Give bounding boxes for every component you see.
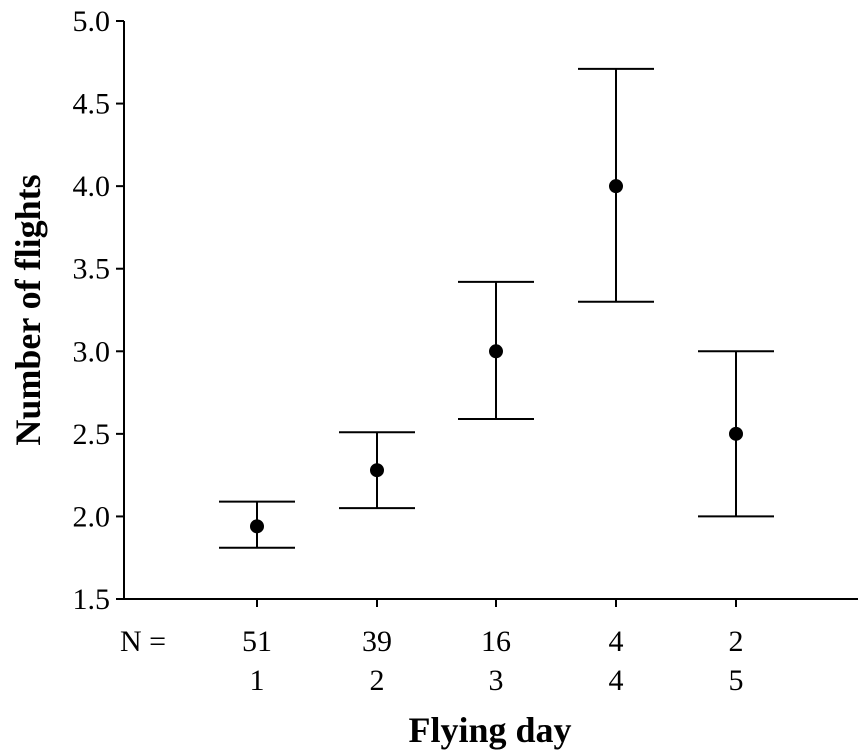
x-category-label: 2 bbox=[370, 664, 385, 697]
y-tick-label: 2.5 bbox=[73, 418, 111, 451]
mean-point bbox=[489, 344, 503, 359]
mean-point bbox=[370, 463, 384, 478]
y-axis-title: Number of flights bbox=[8, 174, 48, 445]
y-tick-label: 3.0 bbox=[73, 335, 111, 368]
y-tick-label: 5.0 bbox=[73, 5, 111, 38]
error-bar-group-day-4 bbox=[578, 67, 654, 303]
x-category-label: 4 bbox=[609, 664, 624, 697]
error-bar-group-day-5 bbox=[698, 350, 774, 518]
n-value-label: 16 bbox=[481, 625, 511, 658]
n-label: N = bbox=[120, 625, 166, 658]
n-value-label: 2 bbox=[729, 625, 744, 658]
x-category-label: 5 bbox=[729, 664, 744, 697]
n-value-label: 51 bbox=[242, 625, 272, 658]
error-bars bbox=[219, 67, 774, 549]
n-value-label: 39 bbox=[362, 625, 392, 658]
mean-point bbox=[609, 179, 623, 194]
x-axis-title: Flying day bbox=[408, 710, 571, 750]
y-tick-label: 1.5 bbox=[73, 583, 111, 616]
y-tick-label: 3.5 bbox=[73, 253, 111, 286]
mean-point bbox=[729, 426, 743, 441]
error-bar-group-day-3 bbox=[458, 280, 534, 420]
y-tick-label: 2.0 bbox=[73, 500, 111, 533]
mean-point bbox=[250, 519, 264, 534]
axes bbox=[123, 21, 858, 600]
x-category-label: 3 bbox=[489, 664, 504, 697]
x-category-label: 1 bbox=[250, 664, 265, 697]
error-bar-group-day-1 bbox=[219, 500, 295, 549]
y-tick-label: 4.5 bbox=[73, 88, 111, 121]
y-axis-ticks: 1.5 2.0 2.5 3.0 3.5 4.0 4.5 5.0 bbox=[73, 5, 124, 616]
n-value-label: 4 bbox=[609, 625, 624, 658]
y-tick-label: 4.0 bbox=[73, 170, 111, 203]
error-bar-group-day-2 bbox=[339, 431, 415, 510]
x-axis-labels: 51 1 39 2 16 3 4 4 2 5 bbox=[242, 599, 744, 697]
